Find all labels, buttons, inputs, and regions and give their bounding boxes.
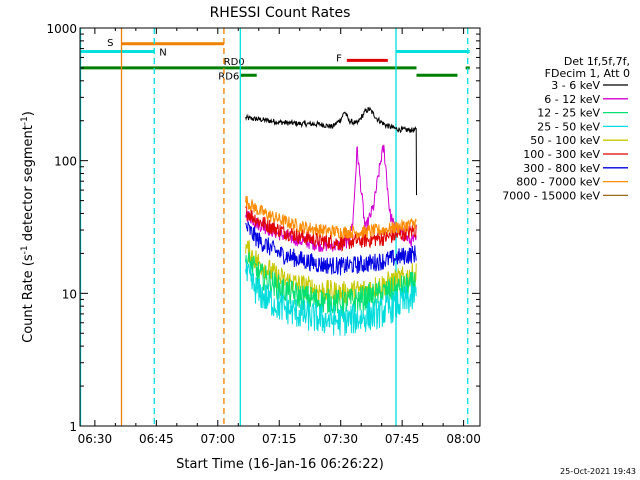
legend-label-2: 12 - 25 keV (537, 107, 600, 120)
legend-label-8: 7000 - 15000 keV (502, 189, 600, 202)
legend-label-4: 50 - 100 keV (530, 134, 600, 147)
series-lines (245, 106, 417, 336)
chart-title: RHESSI Count Rates (210, 5, 351, 21)
legend-header-0: Det 1f,5f,7f, (564, 55, 630, 68)
legend-label-1: 6 - 12 keV (544, 93, 600, 106)
y-tick-label-0: 1 (69, 420, 77, 434)
timestamp: 25-Oct-2021 19:43 (560, 467, 636, 476)
legend-label-5: 100 - 300 keV (523, 148, 600, 161)
x-axis: 06:30 06:45 07:00 07:15 07:30 07:45 08:00 (78, 28, 481, 446)
x-tick-label-5: 07:45 (385, 432, 420, 446)
y-axis-label-sup2: -1 (20, 116, 30, 125)
flag-label-1: N (159, 48, 166, 59)
y-axis-label-sup: -1 (20, 245, 30, 254)
legend-header-1: FDecim 1, Att 0 (545, 67, 630, 80)
flag-label-0: S (107, 38, 113, 49)
y-axis-label-main: Count Rate (s (21, 254, 36, 343)
legend-label-6: 300 - 800 keV (523, 162, 600, 175)
x-axis-label: Start Time (16-Jan-16 06:26:22) (176, 457, 384, 472)
series-line-0 (245, 106, 417, 196)
x-tick-label-3: 07:15 (262, 432, 297, 446)
legend-label-7: 800 - 7000 keV (516, 176, 600, 189)
flag-label-6: RD6 (218, 71, 239, 82)
flag-bars: S N F RD0 RD6 (80, 38, 470, 82)
y-axis: 1 10 100 1000 (46, 22, 480, 434)
series-line-4 (245, 221, 417, 276)
flag-label-4: RD0 (224, 57, 245, 68)
x-tick-label-2: 07:00 (200, 432, 235, 446)
y-axis-label: Count Rate (s-1 detector segment-1) (20, 111, 36, 343)
y-tick-label-1: 10 (62, 287, 77, 301)
vertical-markers (79, 28, 469, 426)
flag-label-3: F (336, 53, 342, 64)
y-tick-label-2: 100 (54, 155, 77, 169)
x-tick-label-1: 06:45 (139, 432, 174, 446)
x-tick-label-0: 06:30 (78, 432, 113, 446)
series-line-3 (245, 196, 417, 240)
y-tick-label-3: 1000 (46, 22, 77, 36)
series-line-5 (245, 240, 417, 304)
legend-label-3: 25 - 50 keV (537, 120, 600, 133)
plot-frame (79, 27, 481, 427)
legend-label-0: 3 - 6 keV (551, 79, 600, 92)
x-tick-label-6: 08:00 (446, 432, 481, 446)
series-line-7 (245, 259, 417, 336)
x-tick-label-4: 07:30 (323, 432, 358, 446)
series-line-1 (245, 144, 417, 253)
y-axis-label-end: ) (21, 111, 36, 116)
y-axis-label-mid: detector segment (21, 125, 36, 245)
